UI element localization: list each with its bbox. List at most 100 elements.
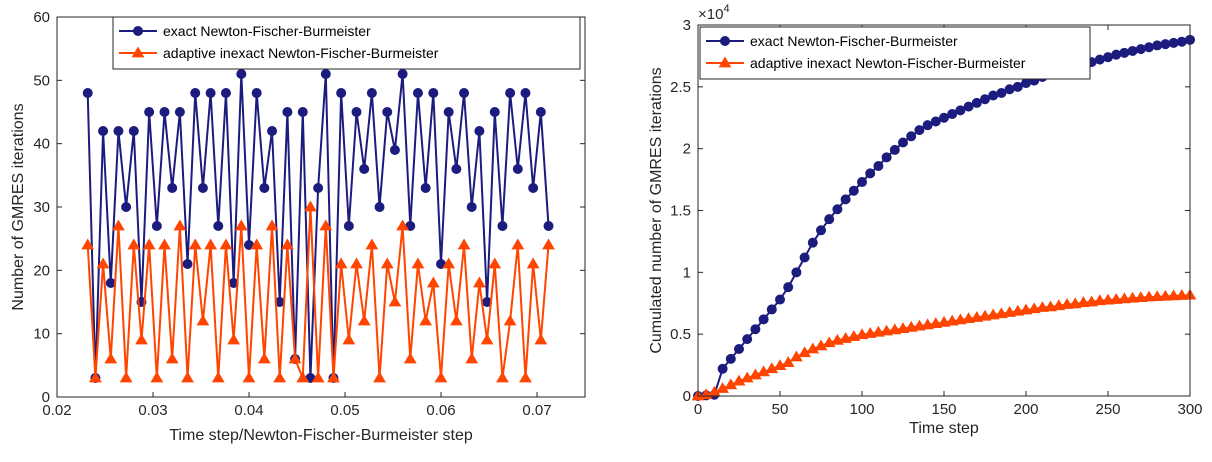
marker-circle <box>988 90 999 101</box>
marker-triangle <box>1044 300 1057 312</box>
x-tick-label: 150 <box>931 401 956 418</box>
marker-triangle <box>449 314 463 326</box>
marker-circle <box>313 183 324 193</box>
marker-triangle <box>327 371 340 383</box>
marker-circle <box>505 88 516 98</box>
marker-triangle <box>986 308 1000 320</box>
marker-triangle <box>96 257 110 269</box>
x-tick-label: 200 <box>1013 401 1038 418</box>
marker-triangle <box>913 319 926 331</box>
marker-triangle <box>419 314 433 326</box>
marker-circle <box>971 97 982 108</box>
x-tick-label: 0.03 <box>138 402 167 419</box>
marker-triangle <box>396 219 409 231</box>
marker-circle <box>128 126 139 136</box>
y-tick-label: 50 <box>33 72 50 89</box>
marker-triangle <box>127 238 141 250</box>
marker-triangle <box>219 238 233 250</box>
marker-circle <box>420 183 431 193</box>
marker-circle <box>865 168 876 179</box>
marker-triangle <box>1085 295 1098 307</box>
marker-triangle <box>732 374 746 386</box>
marker-triangle <box>718 56 732 68</box>
marker-triangle <box>281 238 294 250</box>
x-tick-label: 50 <box>772 401 789 418</box>
marker-triangle <box>534 333 548 345</box>
marker-circle <box>389 145 400 155</box>
marker-circle <box>351 107 362 117</box>
plot <box>81 69 555 383</box>
marker-triangle <box>888 323 902 335</box>
y-tick-label: 0.5 <box>670 326 691 343</box>
y-tick-label: 3 <box>683 17 691 34</box>
marker-triangle <box>1134 291 1148 303</box>
x-tick-label: 0.05 <box>330 402 359 419</box>
marker-triangle <box>1027 302 1041 314</box>
marker-triangle <box>296 371 310 383</box>
marker-triangle <box>488 257 502 269</box>
marker-triangle <box>1052 299 1066 311</box>
marker-triangle <box>357 314 371 326</box>
axes-box <box>697 24 1191 397</box>
marker-triangle <box>904 320 918 332</box>
marker-triangle <box>131 46 145 58</box>
x-tick-label: 0.06 <box>426 402 455 419</box>
marker-triangle <box>929 317 943 329</box>
y-tick-label: 0 <box>42 389 50 406</box>
marker-triangle <box>526 257 540 269</box>
marker-triangle <box>1142 290 1156 302</box>
marker-triangle <box>135 333 148 345</box>
marker-triangle <box>411 257 425 269</box>
legend-label: adaptive inexact Newton-Fischer-Burmeist… <box>163 45 439 61</box>
y-tick-label: 40 <box>33 136 50 153</box>
marker-triangle <box>1101 293 1115 305</box>
plot <box>692 34 1196 401</box>
marker-triangle <box>181 371 194 383</box>
marker-triangle <box>937 315 951 327</box>
marker-circle <box>121 202 132 212</box>
marker-triangle <box>188 238 202 250</box>
marker-circle <box>451 164 462 174</box>
marker-circle <box>881 152 892 163</box>
marker-circle <box>535 107 546 117</box>
marker-triangle <box>962 312 975 324</box>
marker-circle <box>113 126 124 136</box>
marker-circle <box>750 324 761 335</box>
marker-circle <box>190 88 201 98</box>
y-tick-label: 0 <box>683 388 691 405</box>
series <box>82 69 554 383</box>
marker-circle <box>840 194 851 205</box>
marker-triangle <box>388 295 402 307</box>
y-tick-label: 30 <box>33 199 50 216</box>
marker-triangle <box>173 219 187 231</box>
marker-triangle <box>104 352 118 364</box>
plot-area <box>698 25 1190 396</box>
marker-triangle <box>1126 291 1139 303</box>
marker-circle <box>236 69 247 79</box>
marker-circle <box>528 183 539 193</box>
marker-circle <box>939 112 949 123</box>
marker-circle <box>174 107 185 117</box>
marker-triangle <box>503 314 517 326</box>
marker-triangle <box>234 219 248 231</box>
marker-triangle <box>921 318 934 330</box>
legend-box <box>699 26 1091 80</box>
marker-triangle <box>954 313 967 325</box>
marker-circle <box>783 282 794 293</box>
marker-triangle <box>304 200 317 212</box>
marker-circle <box>955 105 966 116</box>
marker-triangle <box>978 309 992 321</box>
y-tick-label: 1.5 <box>670 203 691 220</box>
marker-circle <box>297 107 308 117</box>
marker-triangle <box>204 238 217 250</box>
marker-triangle <box>257 352 271 364</box>
marker-circle <box>1168 37 1179 48</box>
marker-triangle <box>863 327 877 338</box>
marker-circle <box>520 88 531 98</box>
marker-circle <box>824 214 835 225</box>
marker-triangle <box>806 342 820 354</box>
marker-triangle <box>350 257 363 269</box>
marker-circle <box>1103 52 1113 63</box>
marker-circle <box>922 120 933 131</box>
marker-circle <box>1012 81 1023 92</box>
